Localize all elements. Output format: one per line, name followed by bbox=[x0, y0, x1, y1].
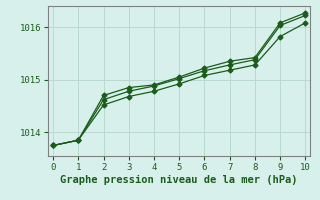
X-axis label: Graphe pression niveau de la mer (hPa): Graphe pression niveau de la mer (hPa) bbox=[60, 175, 298, 185]
